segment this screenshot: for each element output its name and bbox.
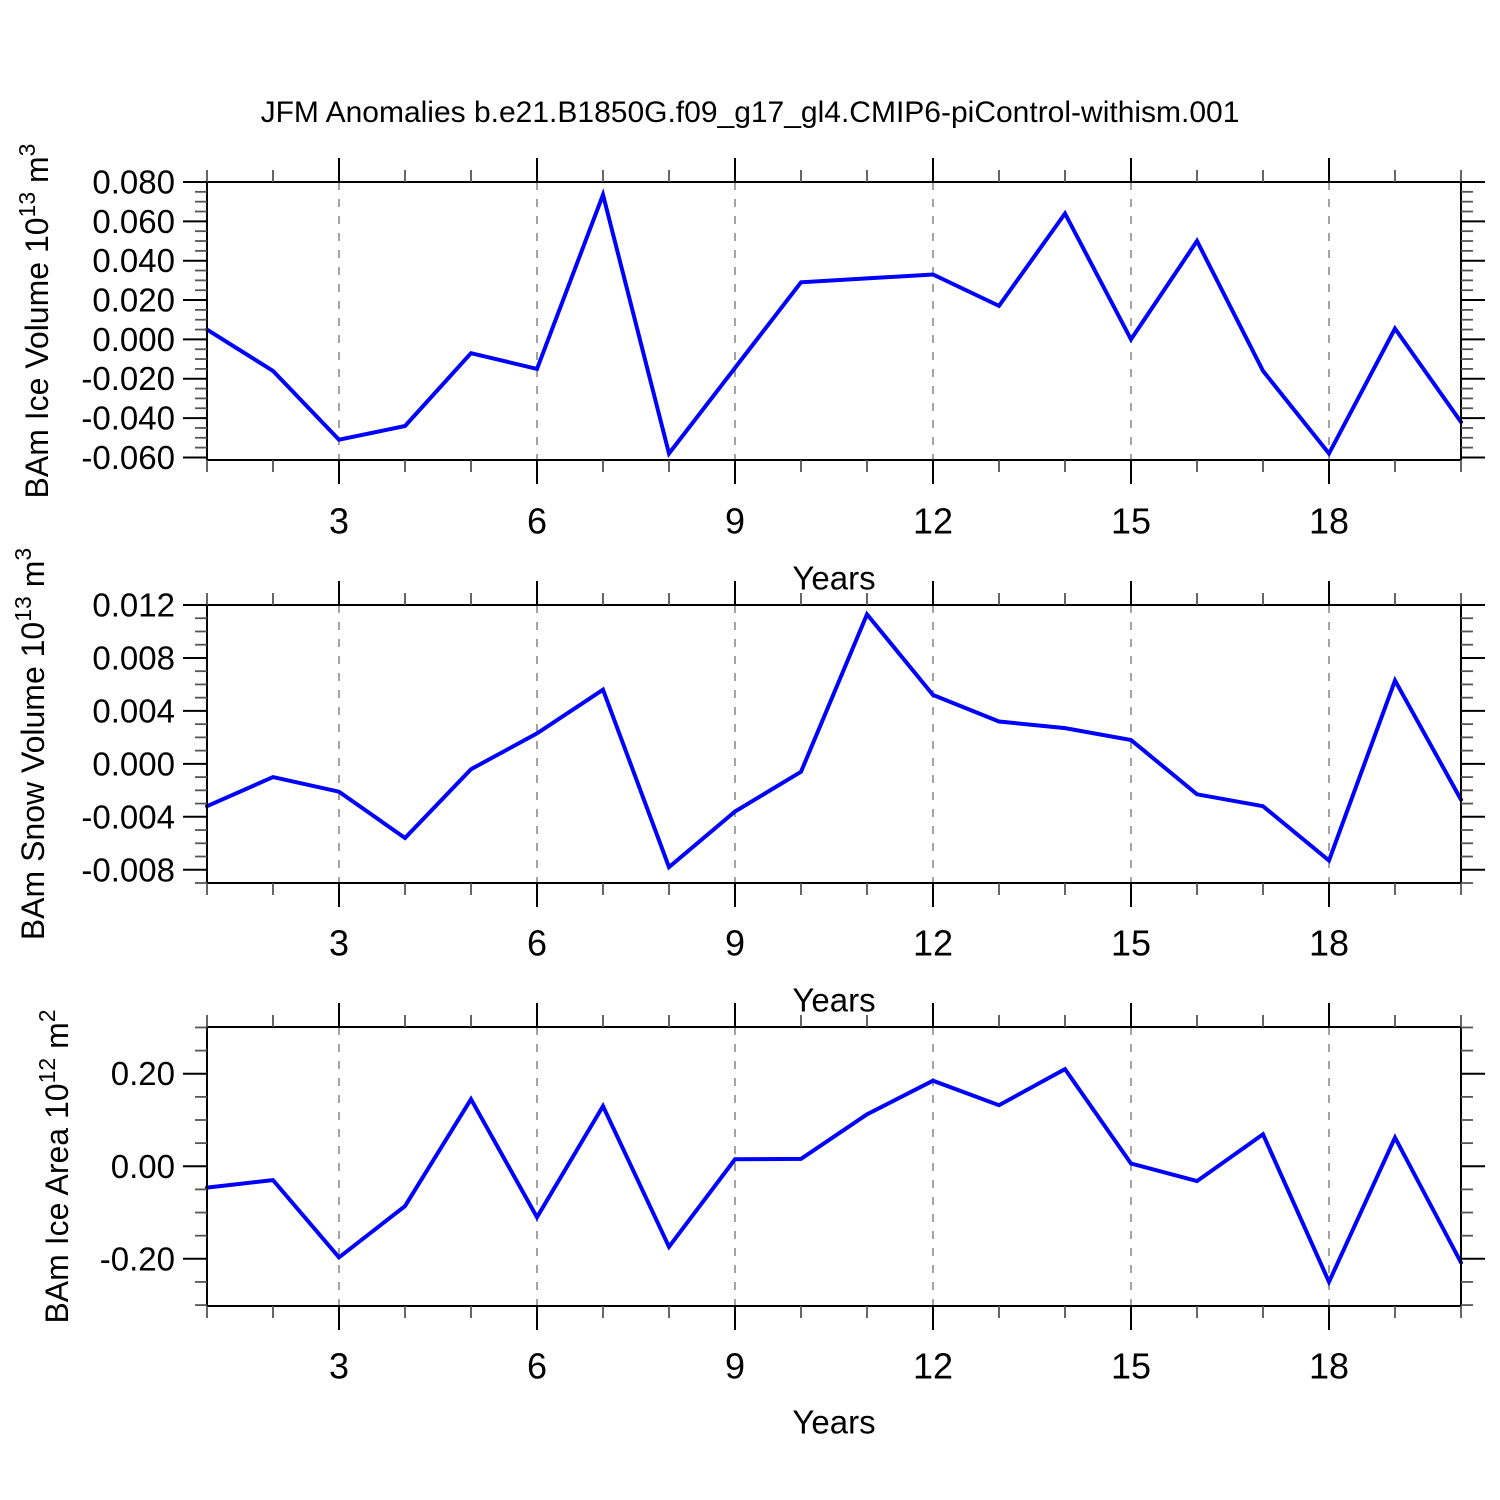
x-tick-label: 9 (725, 501, 745, 542)
y-tick-label: 0.060 (92, 203, 175, 240)
x-tick-label: 18 (1309, 1346, 1349, 1387)
y-tick-label: 0.040 (92, 242, 175, 279)
x-tick-label: 12 (913, 1346, 953, 1387)
y-axis-title: BAm Ice Volume 1013 m3 (14, 144, 55, 499)
y-tick-label: -0.060 (81, 439, 175, 476)
x-axis-title: Years (792, 982, 875, 1019)
data-line (205, 610, 1463, 871)
x-tick-label: 18 (1309, 923, 1349, 964)
y-tick-label: -0.008 (81, 851, 175, 888)
y-tick-label: -0.20 (100, 1240, 175, 1277)
x-axis-title: Years (792, 560, 875, 597)
plot-frame (206, 181, 1462, 461)
y-tick-label: 0.20 (111, 1055, 175, 1092)
y-tick-label: -0.004 (81, 798, 175, 835)
y-tick-label: 0.012 (92, 587, 175, 624)
x-axis-title: Years (792, 1404, 875, 1441)
data-line (205, 188, 1463, 458)
plot-frame (206, 1026, 1462, 1307)
y-axis-title: BAm Snow Volume 1013 m3 (10, 548, 51, 940)
figure-title: JFM Anomalies b.e21.B1850G.f09_g17_gl4.C… (260, 96, 1240, 129)
data-line (205, 1066, 1463, 1287)
plot-frame (206, 604, 1462, 884)
x-tick-label: 6 (527, 1346, 547, 1387)
x-tick-label: 6 (527, 923, 547, 964)
x-tick-label: 12 (913, 923, 953, 964)
y-tick-label: 0.008 (92, 639, 175, 676)
y-tick-label: 0.000 (92, 321, 175, 358)
y-tick-label: 0.080 (92, 164, 175, 201)
y-tick-label: 0.00 (111, 1148, 175, 1185)
x-tick-label: 6 (527, 501, 547, 542)
y-tick-label: -0.020 (81, 360, 175, 397)
y-axis-title: BAm Ice Area 1012 m2 (34, 1009, 75, 1323)
x-tick-label: 3 (329, 1346, 349, 1387)
y-tick-label: 0.004 (92, 692, 175, 729)
y-tick-label: 0.020 (92, 282, 175, 319)
x-tick-label: 12 (913, 501, 953, 542)
x-tick-label: 18 (1309, 501, 1349, 542)
x-tick-label: 15 (1111, 1346, 1151, 1387)
x-tick-label: 9 (725, 923, 745, 964)
x-tick-label: 3 (329, 923, 349, 964)
y-tick-label: -0.040 (81, 400, 175, 437)
x-tick-label: 15 (1111, 923, 1151, 964)
y-tick-label: 0.000 (92, 745, 175, 782)
x-tick-label: 3 (329, 501, 349, 542)
x-tick-label: 15 (1111, 501, 1151, 542)
x-tick-label: 9 (725, 1346, 745, 1387)
